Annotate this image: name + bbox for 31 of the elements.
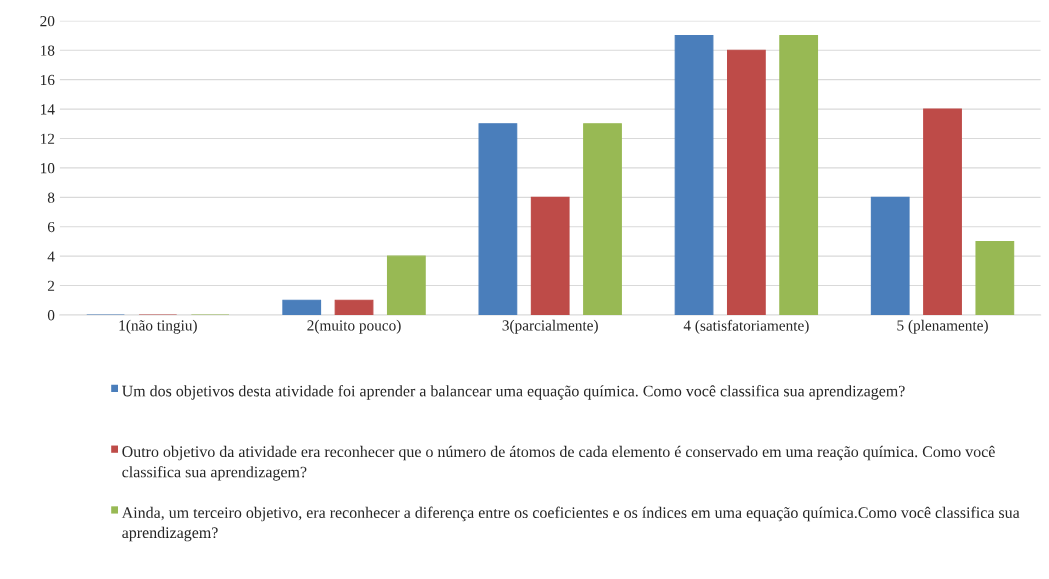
x-tick-label: 5 (plenamente) <box>897 319 988 334</box>
bar <box>870 196 910 315</box>
legend-label: Ainda, um terceiro objetivo, era reconhecer a diferença entre os coeficientes e os índices em uma equação química.Como você classifica sua aprendizagem? <box>121 506 1020 542</box>
y-tick-label: 4 <box>47 251 55 262</box>
bar <box>386 255 426 315</box>
bar <box>334 299 374 315</box>
bar <box>674 34 714 315</box>
x-tick-label: 4 (satisfatoriamente) <box>683 319 809 334</box>
y-tick-label: 20 <box>40 15 55 27</box>
y-tick-label: 6 <box>47 221 55 233</box>
bar <box>923 108 962 315</box>
y-tick-label: 16 <box>41 74 55 86</box>
y-tick-label: 14 <box>41 104 55 115</box>
bar <box>530 196 570 315</box>
bar <box>583 123 622 315</box>
legend-label: Outro objetivo da atividade era reconhecer que o número de átomos de cada elemento é conservado em uma reação química. Como você classifica sua aprendizagem? <box>122 445 995 481</box>
bar <box>779 34 819 315</box>
bar <box>282 299 322 315</box>
y-tick-label: 12 <box>41 133 55 144</box>
legend-label: Um dos objetivos desta atividade foi aprender a balancear uma equação química. Como você classifica sua aprendizagem? <box>122 385 905 400</box>
x-tick-label: 1(não tingiu) <box>119 319 197 334</box>
y-tick-label: 2 <box>47 280 55 291</box>
x-tick-label: 2(muito pouco) <box>307 319 401 334</box>
y-tick-label: 18 <box>41 45 55 56</box>
bar <box>478 123 518 315</box>
x-tick-label: 3(parcialmente) <box>502 319 598 334</box>
y-tick-label: 10 <box>41 163 55 174</box>
y-tick-label: 8 <box>47 192 55 203</box>
y-tick-label: 0 <box>47 310 55 321</box>
bar <box>726 49 766 315</box>
bar <box>975 240 1015 315</box>
